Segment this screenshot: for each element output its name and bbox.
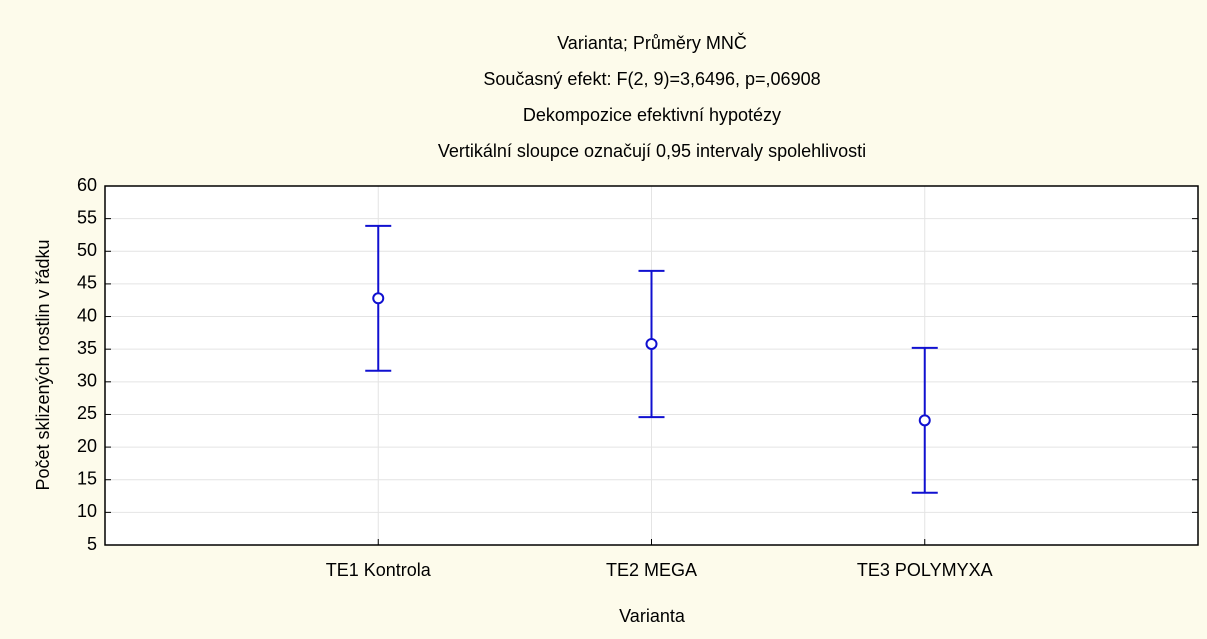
y-tick-label: 20 bbox=[77, 436, 97, 456]
y-tick-label: 10 bbox=[77, 501, 97, 521]
y-tick-label: 25 bbox=[77, 403, 97, 423]
x-tick-label: TE2 MEGA bbox=[606, 560, 697, 580]
mean-point bbox=[645, 337, 658, 350]
y-tick-label: 5 bbox=[87, 534, 97, 554]
plot-frame bbox=[104, 185, 1199, 546]
y-axis-label: Počet sklizených rostlin v řádku bbox=[33, 239, 53, 490]
y-tick-label: 30 bbox=[77, 371, 97, 391]
y-tick-label: 35 bbox=[77, 338, 97, 358]
mean-point bbox=[918, 414, 931, 427]
y-tick-label: 60 bbox=[77, 175, 97, 195]
y-tick-label: 15 bbox=[77, 468, 97, 488]
mean-point bbox=[372, 292, 385, 305]
subtitle: Dekompozice efektivní hypotézy bbox=[523, 105, 781, 125]
x-tick-label: TE1 Kontrola bbox=[326, 560, 432, 580]
y-tick-label: 40 bbox=[77, 305, 97, 325]
y-tick-label: 45 bbox=[77, 273, 97, 293]
x-tick-label: TE3 POLYMYXA bbox=[857, 560, 993, 580]
subtitle: Vertikální sloupce označují 0,95 interva… bbox=[438, 141, 866, 161]
y-tick-label: 50 bbox=[77, 240, 97, 260]
x-axis-label: Varianta bbox=[619, 606, 686, 626]
subtitle: Současný efekt: F(2, 9)=3,6496, p=,06908 bbox=[483, 69, 820, 89]
chart-title: Varianta; Průměry MNČ bbox=[557, 32, 747, 53]
y-tick-label: 55 bbox=[77, 207, 97, 227]
